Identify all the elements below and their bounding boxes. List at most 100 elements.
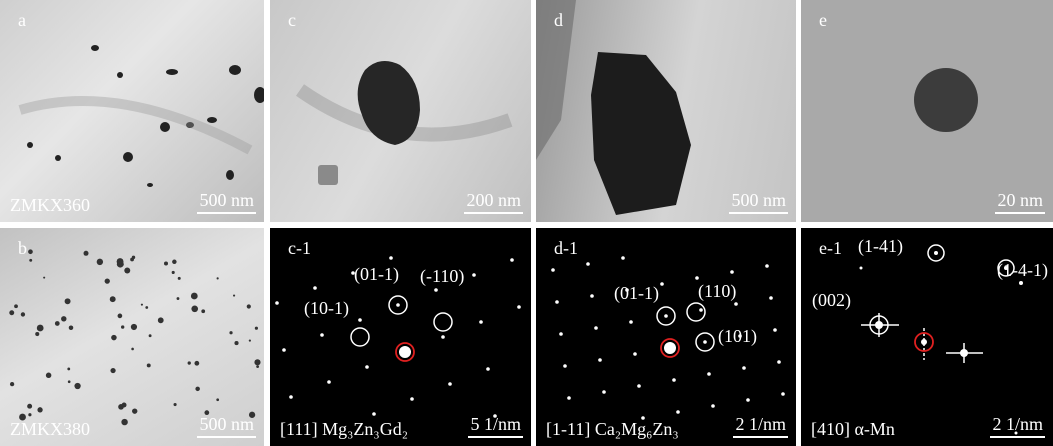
- diffraction-spot: [313, 286, 317, 290]
- scale-bar-label: 500 nm: [197, 190, 256, 214]
- diffraction-spot: [472, 273, 476, 277]
- scale-bar: 2 1/nm: [733, 414, 788, 438]
- particle: [131, 324, 137, 330]
- particle: [178, 277, 181, 280]
- particle: [177, 297, 180, 300]
- diffraction-spot: [602, 390, 606, 394]
- diffraction-spot: [320, 333, 324, 337]
- diffraction-spot: [703, 340, 707, 344]
- particle: [195, 387, 200, 392]
- particle: [61, 316, 66, 321]
- diffraction-spot: [695, 276, 699, 280]
- diffraction-spot: [358, 318, 362, 322]
- diffraction-spot: [730, 270, 734, 274]
- particle: [27, 404, 32, 409]
- scale-bar-label: 2 1/nm: [990, 414, 1045, 438]
- diffraction-spot: [448, 382, 452, 386]
- particle: [65, 298, 71, 304]
- diffraction-spot: [510, 258, 514, 262]
- particle: [256, 365, 259, 368]
- particle: [188, 361, 191, 364]
- particle: [122, 403, 127, 408]
- plane-label: (110): [698, 281, 736, 302]
- zone-axis-caption: [111] Mg₃Zn₃Gd₂: [280, 419, 408, 440]
- particle: [84, 251, 89, 256]
- panel-letter: d: [554, 10, 563, 31]
- diffraction-spot: [664, 314, 668, 318]
- diffraction-spot: [746, 398, 750, 402]
- plane-label: (01-1): [354, 264, 399, 285]
- particle: [28, 249, 33, 254]
- diffraction-spot: [629, 320, 633, 324]
- particle: [141, 304, 143, 306]
- scale-bar-label: 200 nm: [464, 190, 523, 214]
- particle: [105, 278, 110, 283]
- particle: [68, 380, 71, 383]
- plane-label: (002): [812, 290, 851, 311]
- diffraction-spot: [773, 328, 777, 332]
- diffraction-spot: [410, 397, 414, 401]
- diffraction-spot: [621, 256, 625, 260]
- particle: [217, 277, 219, 279]
- plane-label: (-110): [420, 266, 464, 287]
- panel-letter: d-1: [554, 238, 578, 259]
- particle: [9, 310, 14, 315]
- diffraction-spot: [594, 326, 598, 330]
- particle: [74, 383, 80, 389]
- particle: [118, 314, 123, 319]
- micrograph: [270, 0, 531, 222]
- particle: [191, 305, 198, 312]
- particle: [111, 335, 117, 341]
- particle: [14, 304, 18, 308]
- diffraction-spot: [633, 352, 637, 356]
- particle: [67, 368, 70, 371]
- diffraction-spot: [586, 262, 590, 266]
- micrograph: [536, 0, 796, 222]
- diffraction-spot: [567, 396, 571, 400]
- particle: [37, 325, 44, 332]
- particle: [254, 359, 260, 365]
- scale-bar-label: 20 nm: [995, 190, 1045, 214]
- particle: [35, 332, 39, 336]
- particle: [149, 334, 152, 337]
- particle: [37, 407, 42, 412]
- diffraction-spot: [372, 412, 376, 416]
- micrograph: [801, 0, 1053, 222]
- diffraction-spot: [389, 256, 393, 260]
- diffraction-spot: [396, 303, 400, 307]
- diffraction-spot: [434, 288, 438, 292]
- diffraction-spot: [781, 392, 785, 396]
- scale-bar-label: 500 nm: [197, 414, 256, 438]
- scale-bar: 500 nm: [729, 190, 788, 214]
- sample-caption: ZMKX360: [10, 195, 90, 216]
- panel-a: a ZMKX360 500 nm: [0, 0, 264, 222]
- panel-letter: c-1: [288, 238, 311, 259]
- diffraction-spot: [399, 346, 411, 358]
- panel-e: e 20 nm: [801, 0, 1053, 222]
- sample-caption: ZMKX380: [10, 419, 90, 440]
- particle: [249, 340, 251, 342]
- plane-label: (1-41): [858, 236, 903, 257]
- particle: [121, 263, 123, 265]
- panel-d-1: d-1 (01-1) (110) (101) [1-11] Ca₂Mg₆Zn₃ …: [536, 228, 796, 446]
- diffraction-spot: [598, 358, 602, 362]
- panel-letter: b: [18, 238, 27, 259]
- particle: [158, 317, 164, 323]
- diffraction-spot: [289, 395, 293, 399]
- panel-b: b ZMKX380 500 nm: [0, 228, 264, 446]
- particle: [121, 419, 127, 425]
- panel-letter: e: [819, 10, 827, 31]
- micrograph: [0, 0, 264, 222]
- scale-bar: 5 1/nm: [468, 414, 523, 438]
- panel-e-1: e-1 (1-41) (1-4-1) (002) [410] α-Mn 2 1/…: [801, 228, 1053, 446]
- diffraction-spot: [711, 404, 715, 408]
- diffraction-spot: [479, 320, 483, 324]
- particle: [110, 368, 115, 373]
- scale-bar: 500 nm: [197, 414, 256, 438]
- particle: [201, 309, 205, 313]
- particle: [172, 260, 176, 264]
- diffraction-spot: [769, 296, 773, 300]
- particle: [10, 382, 14, 386]
- particle: [145, 306, 148, 309]
- diffraction-spot: [551, 268, 555, 272]
